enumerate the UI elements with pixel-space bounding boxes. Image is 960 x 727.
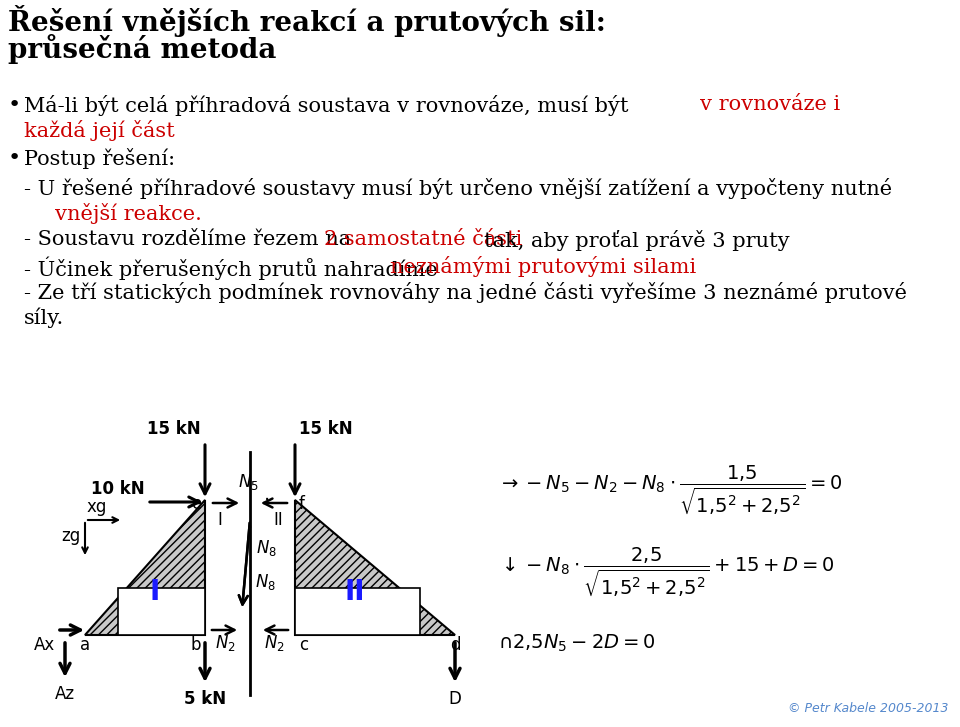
Text: Má-li být celá příhradová soustava v rovnováze, musí být: Má-li být celá příhradová soustava v rov… bbox=[24, 95, 629, 116]
Text: - Ze tří statických podmínek rovnováhy na jedné části vyřešíme 3 neznámé prutové: - Ze tří statických podmínek rovnováhy n… bbox=[24, 282, 907, 303]
Text: II: II bbox=[345, 578, 365, 606]
Polygon shape bbox=[85, 500, 205, 635]
Polygon shape bbox=[295, 500, 455, 635]
Text: neznámými prutovými silami: neznámými prutovými silami bbox=[390, 256, 696, 277]
Text: b: b bbox=[190, 636, 201, 654]
Text: $N_5$: $N_5$ bbox=[238, 472, 258, 492]
Text: $\cap 2{,}5N_5-2D=0$: $\cap 2{,}5N_5-2D=0$ bbox=[498, 632, 656, 654]
Text: $\downarrow -N_8 \cdot\dfrac{2{,}5}{\sqrt{1{,}5^2+2{,}5^2}}+15+D=0$: $\downarrow -N_8 \cdot\dfrac{2{,}5}{\sqr… bbox=[498, 545, 835, 598]
Text: I: I bbox=[150, 578, 160, 606]
Text: - U řešené příhradové soustavy musí být určeno vnější zatížení a vypočteny nutné: - U řešené příhradové soustavy musí být … bbox=[24, 178, 892, 199]
Text: 15 kN: 15 kN bbox=[299, 420, 352, 438]
Text: 10 kN: 10 kN bbox=[91, 480, 145, 498]
Text: 15 kN: 15 kN bbox=[148, 420, 201, 438]
Text: - Soustavu rozdělíme řezem na: - Soustavu rozdělíme řezem na bbox=[24, 230, 351, 249]
Text: každá její část: každá její část bbox=[24, 120, 175, 141]
Text: a: a bbox=[80, 636, 90, 654]
Text: D: D bbox=[448, 690, 462, 708]
Text: Ax: Ax bbox=[34, 636, 55, 654]
Text: vnější reakce.: vnější reakce. bbox=[55, 203, 202, 224]
Text: Postup řešení:: Postup řešení: bbox=[24, 148, 175, 169]
Text: - Účinek přerušených prutů nahradíme: - Účinek přerušených prutů nahradíme bbox=[24, 256, 438, 279]
Text: průsečná metoda: průsečná metoda bbox=[8, 34, 276, 64]
Text: ·: · bbox=[264, 491, 271, 510]
Text: d: d bbox=[449, 636, 460, 654]
Text: ·: · bbox=[247, 518, 253, 537]
Text: f: f bbox=[299, 495, 305, 513]
Text: zg: zg bbox=[61, 527, 81, 545]
Text: •: • bbox=[8, 148, 21, 168]
Text: síly.: síly. bbox=[24, 308, 64, 329]
Text: $N_8$: $N_8$ bbox=[256, 538, 276, 558]
Text: ·: · bbox=[202, 693, 208, 713]
Text: 2 samostatné části: 2 samostatné části bbox=[324, 230, 522, 249]
Polygon shape bbox=[295, 588, 420, 635]
Text: II: II bbox=[274, 511, 283, 529]
Text: v rovnováze i: v rovnováze i bbox=[700, 95, 840, 114]
Polygon shape bbox=[118, 588, 205, 635]
Text: c: c bbox=[299, 636, 308, 654]
Text: e: e bbox=[191, 495, 201, 513]
Text: 5 kN: 5 kN bbox=[184, 690, 226, 708]
Text: tak, aby proťal právě 3 pruty: tak, aby proťal právě 3 pruty bbox=[484, 230, 790, 251]
Text: •: • bbox=[8, 95, 21, 115]
Text: $\rightarrow -N_5 - N_2 - N_8 \cdot\dfrac{1{,}5}{\sqrt{1{,}5^2+2{,}5^2}}=0$: $\rightarrow -N_5 - N_2 - N_8 \cdot\dfra… bbox=[498, 463, 843, 517]
Text: Řešení vnějších reakcí a prutových sil:: Řešení vnějších reakcí a prutových sil: bbox=[8, 5, 606, 37]
Text: $N_8$: $N_8$ bbox=[255, 572, 276, 592]
Text: Az: Az bbox=[55, 685, 75, 703]
Text: I: I bbox=[217, 511, 222, 529]
Text: $N_2$: $N_2$ bbox=[264, 633, 285, 653]
Text: $N_2$: $N_2$ bbox=[215, 633, 236, 653]
Text: xg: xg bbox=[87, 498, 108, 516]
Text: © Petr Kabele 2005-2013: © Petr Kabele 2005-2013 bbox=[787, 702, 948, 715]
